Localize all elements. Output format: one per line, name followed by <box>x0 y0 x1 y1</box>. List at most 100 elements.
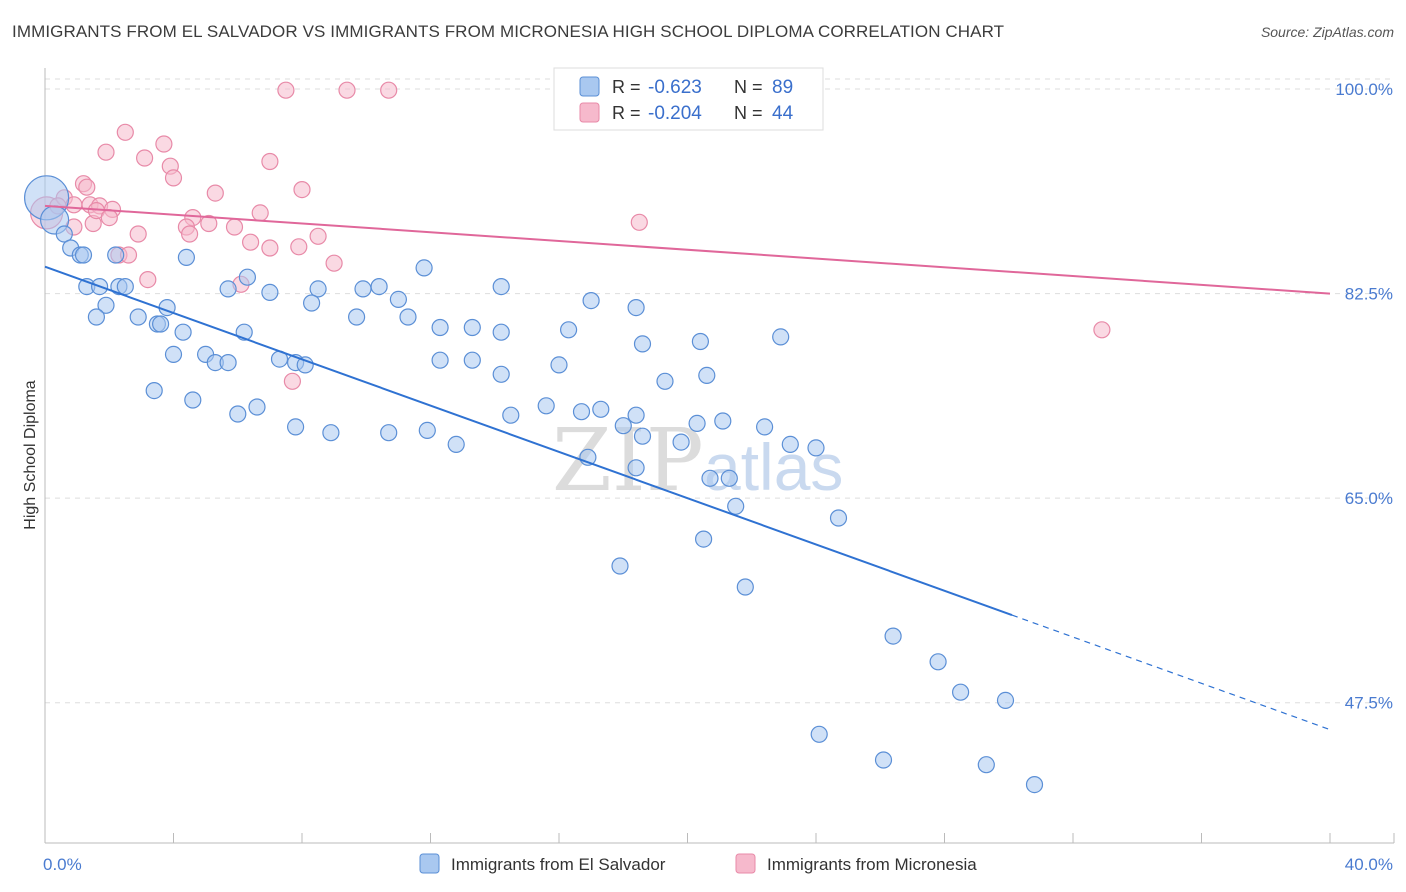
el-salvador-point-72 <box>714 412 732 430</box>
series-legend: Immigrants from El Salvador Immigrants f… <box>419 853 977 874</box>
micronesia-point-22 <box>200 214 218 233</box>
el-salvador-point-30 <box>174 323 192 341</box>
el-salvador-point-60 <box>380 424 398 442</box>
chart-title: IMMIGRANTS FROM EL SALVADOR VS IMMIGRANT… <box>12 22 1005 41</box>
el-salvador-point-80 <box>727 497 745 515</box>
trend-layer <box>44 204 1331 731</box>
micronesia-point-43 <box>100 209 118 227</box>
el-salvador-point-90 <box>874 751 893 769</box>
el-salvador-trend-extension <box>1011 614 1331 731</box>
bottom-legend-swatch-pink <box>735 853 756 874</box>
el-salvador-points <box>23 175 1044 794</box>
el-salvador-point-53 <box>698 366 716 384</box>
el-salvador-point-18 <box>370 278 388 296</box>
el-salvador-point-44 <box>219 354 237 372</box>
micronesia-point-4 <box>116 123 134 141</box>
el-salvador-point-73 <box>755 418 774 436</box>
el-salvador-point-14 <box>116 278 134 296</box>
el-salvador-point-36 <box>492 323 510 341</box>
micronesia-point-14 <box>206 184 224 202</box>
micronesia-point-10 <box>164 169 183 187</box>
el-salvador-point-19 <box>389 290 407 308</box>
el-salvador-point-55 <box>184 391 202 409</box>
legend-n-label-blue: N = <box>734 77 763 97</box>
grid-layer <box>45 78 1394 704</box>
legend-swatch-blue <box>579 76 600 97</box>
micronesia-point-33 <box>290 238 308 256</box>
el-salvador-trend-line <box>44 265 1013 616</box>
micronesia-point-32 <box>261 239 279 257</box>
micronesia-point-36 <box>325 254 343 272</box>
el-salvador-point-6 <box>107 246 125 264</box>
el-salvador-point-84 <box>736 578 754 596</box>
el-salvador-point-33 <box>399 308 417 326</box>
el-salvador-point-62 <box>447 435 465 453</box>
el-salvador-point-91 <box>977 756 995 774</box>
el-salvador-point-32 <box>348 308 366 326</box>
y-tick-labels: 100.0% 82.5% 65.0% 47.5% <box>1335 80 1393 713</box>
micronesia-point-40 <box>1093 321 1111 339</box>
micronesia-point-3 <box>380 81 398 99</box>
el-salvador-point-56 <box>229 405 247 423</box>
el-salvador-point-52 <box>656 372 674 390</box>
el-salvador-point-83 <box>611 557 629 575</box>
el-salvador-point-17 <box>354 280 372 298</box>
el-salvador-point-49 <box>463 351 481 369</box>
y-tick-label-1: 82.5% <box>1345 285 1393 304</box>
legend-r-value-pink: -0.204 <box>648 103 702 124</box>
el-salvador-point-85 <box>884 627 902 645</box>
el-salvador-point-71 <box>688 414 706 432</box>
el-salvador-point-69 <box>633 427 652 445</box>
el-salvador-point-26 <box>87 308 106 326</box>
micronesia-point-27 <box>630 213 648 231</box>
micronesia-point-28 <box>129 225 147 243</box>
el-salvador-point-37 <box>559 321 578 339</box>
correlation-legend: R = -0.623 N = 89 R = -0.204 N = 44 <box>553 67 824 131</box>
el-salvador-point-23 <box>303 294 321 312</box>
el-salvador-point-59 <box>322 424 340 442</box>
el-salvador-point-20 <box>492 278 510 296</box>
el-salvador-point-74 <box>781 435 799 453</box>
el-salvador-point-8 <box>238 268 256 286</box>
legend-r-value-blue: -0.623 <box>648 77 702 98</box>
el-salvador-point-2 <box>55 225 73 243</box>
micronesia-point-7 <box>136 149 154 167</box>
bottom-legend-label-pink: Immigrants from Micronesia <box>767 855 977 874</box>
x-tick-labels: 0.0% 40.0% <box>43 855 1393 874</box>
el-salvador-point-9 <box>415 259 433 277</box>
el-salvador-point-40 <box>772 328 790 346</box>
source-label: Source: ZipAtlas.com <box>1260 24 1394 40</box>
micronesia-point-5 <box>155 135 173 153</box>
legend-swatch-pink <box>579 102 600 123</box>
el-salvador-point-16 <box>309 280 327 298</box>
el-salvador-point-7 <box>177 248 195 266</box>
el-salvador-point-57 <box>248 398 266 416</box>
micronesia-point-29 <box>181 225 199 243</box>
el-salvador-point-15 <box>261 283 279 301</box>
micronesia-point-13 <box>293 181 311 199</box>
el-salvador-point-92 <box>1025 775 1044 794</box>
el-salvador-point-77 <box>627 459 645 477</box>
el-salvador-point-35 <box>463 318 481 337</box>
el-salvador-point-5 <box>74 246 93 264</box>
watermark-atlas: atlas <box>704 430 843 504</box>
micronesia-point-37 <box>139 271 157 289</box>
y-axis-label: High School Diploma <box>22 380 39 530</box>
el-salvador-point-75 <box>807 439 825 457</box>
micronesia-point-6 <box>97 143 115 161</box>
micronesia-point-1 <box>277 81 295 99</box>
el-salvador-point-58 <box>287 418 305 436</box>
el-salvador-point-64 <box>537 397 555 415</box>
el-salvador-point-70 <box>672 433 690 451</box>
el-salvador-point-82 <box>694 530 713 548</box>
el-salvador-point-39 <box>691 332 710 351</box>
legend-r-label-blue: R = <box>612 77 641 97</box>
y-tick-label-0: 100.0% <box>1335 80 1393 99</box>
bottom-legend-swatch-blue <box>419 853 440 874</box>
el-salvador-point-27 <box>129 308 147 326</box>
legend-n-value-pink: 44 <box>772 103 794 124</box>
el-salvador-point-86 <box>929 653 947 671</box>
el-salvador-point-51 <box>550 356 568 374</box>
micronesia-point-31 <box>309 227 327 245</box>
